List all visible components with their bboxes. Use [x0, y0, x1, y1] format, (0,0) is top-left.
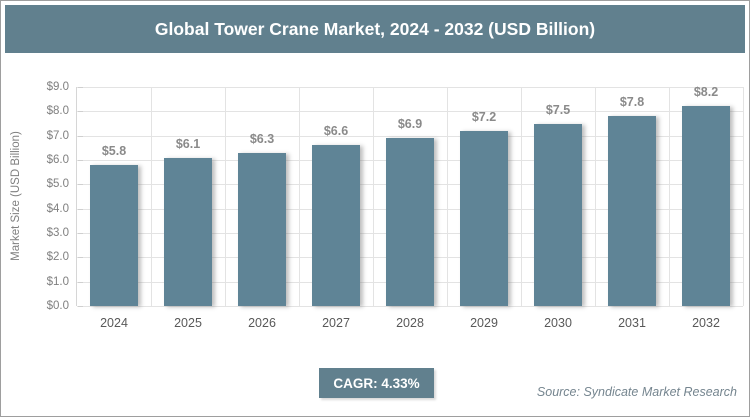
- bar-value-label: $7.8: [619, 95, 645, 110]
- gridline-vertical: [225, 87, 226, 306]
- bar: [534, 123, 582, 306]
- y-axis-tick: $0.0: [1, 300, 83, 312]
- plot-area: $0.0 $1.0 $2.0 $3.0 $4.0 $5.0 $6.0 $7.0 $8.0 $9.0…: [47, 81, 744, 330]
- y-axis-tick-mark: [78, 208, 83, 210]
- chart-title: Global Tower Crane Market, 2024 - 2032 (…: [154, 18, 596, 39]
- chart-title-bar: Global Tower Crane Market, 2024 - 2032 (…: [5, 5, 745, 53]
- y-axis-tick-label: $8.0: [46, 105, 69, 118]
- y-axis-tick-label: $2.0: [46, 251, 69, 264]
- gridline-horizontal: [77, 87, 743, 88]
- y-axis-tick-label: $3.0: [46, 227, 69, 239]
- y-axis-tick: $2.0: [1, 251, 83, 263]
- bar-value-label: $6.3: [249, 131, 275, 146]
- bar-value-label: $6.9: [397, 117, 423, 132]
- bar-value-label: $8.2: [693, 85, 719, 100]
- y-axis-tick-label: $9.0: [46, 81, 69, 93]
- y-axis-tick-mark: [78, 160, 83, 161]
- gridline-vertical: [373, 87, 374, 306]
- gridline-vertical: [743, 87, 744, 306]
- x-axis-tick-label: 2024: [100, 316, 128, 330]
- cagr-badge: CAGR: 4.33%: [319, 368, 434, 398]
- y-axis-tick: $4.0: [1, 203, 83, 215]
- x-axis-tick-label: 2026: [248, 316, 276, 330]
- gridline-horizontal: [77, 306, 743, 307]
- x-axis-tick-label: 2027: [322, 316, 350, 330]
- y-axis-tick: $5.0: [1, 178, 83, 190]
- y-axis-tick: $1.0: [1, 276, 83, 288]
- y-axis-tick-mark: [78, 306, 83, 307]
- y-axis-tick-label: $0.0: [46, 300, 69, 312]
- bar: [164, 157, 212, 306]
- y-axis-tick-label: $6.0: [46, 154, 69, 166]
- gridline-horizontal: [77, 111, 743, 113]
- y-axis-tick-label: $7.0: [46, 129, 69, 142]
- x-axis-tick-label: 2030: [544, 316, 572, 330]
- y-axis-tick-mark: [78, 281, 83, 283]
- source-attribution: Source: Syndicate Market Research: [536, 385, 737, 399]
- y-axis-tick-label: $1.0: [46, 275, 69, 288]
- bar-value-label: $5.8: [101, 143, 127, 158]
- bar-value-label: $6.6: [323, 124, 349, 139]
- y-axis-tick-mark: [78, 233, 83, 234]
- gridline-horizontal: [77, 135, 743, 137]
- x-axis-tick-label: 2031: [618, 316, 646, 330]
- y-axis-tick-mark: [78, 184, 83, 186]
- y-axis-tick-label: $4.0: [46, 202, 69, 215]
- y-axis-tick-mark: [78, 257, 83, 259]
- y-axis-tick: $7.0: [1, 130, 83, 142]
- bar: [608, 116, 656, 306]
- y-axis-tick-mark: [78, 135, 83, 137]
- bar-value-label: $6.1: [175, 136, 201, 151]
- gridline-vertical: [299, 87, 300, 306]
- bar: [238, 152, 286, 306]
- y-axis-tick: $8.0: [1, 105, 83, 117]
- y-axis-tick-mark: [78, 111, 83, 113]
- y-axis-tick: $3.0: [1, 227, 83, 239]
- gridline-vertical: [151, 87, 152, 306]
- y-axis-tick-mark: [78, 87, 83, 88]
- bar-value-label: $7.5: [545, 102, 571, 117]
- x-axis-tick-label: 2029: [470, 316, 498, 330]
- y-axis-tick-label: $5.0: [46, 178, 69, 191]
- x-axis-tick-label: 2025: [174, 316, 202, 330]
- y-axis-tick: $6.0: [1, 154, 83, 166]
- bar: [312, 145, 360, 306]
- bar: [460, 130, 508, 306]
- bar: [90, 164, 138, 306]
- gridline-vertical: [669, 87, 670, 306]
- cagr-badge-label: CAGR: 4.33%: [333, 375, 420, 391]
- x-axis-tick-label: 2028: [396, 316, 424, 330]
- bar: [682, 106, 730, 306]
- y-axis-title: Market Size (USD Billion): [10, 131, 22, 261]
- gridline-vertical: [447, 87, 448, 306]
- gridline-vertical: [595, 87, 596, 306]
- bar: [386, 138, 434, 306]
- bar-value-label: $7.2: [471, 109, 497, 124]
- x-axis-tick-label: 2032: [692, 316, 720, 330]
- gridline-vertical: [521, 87, 522, 306]
- y-axis-tick: $9.0: [1, 81, 83, 93]
